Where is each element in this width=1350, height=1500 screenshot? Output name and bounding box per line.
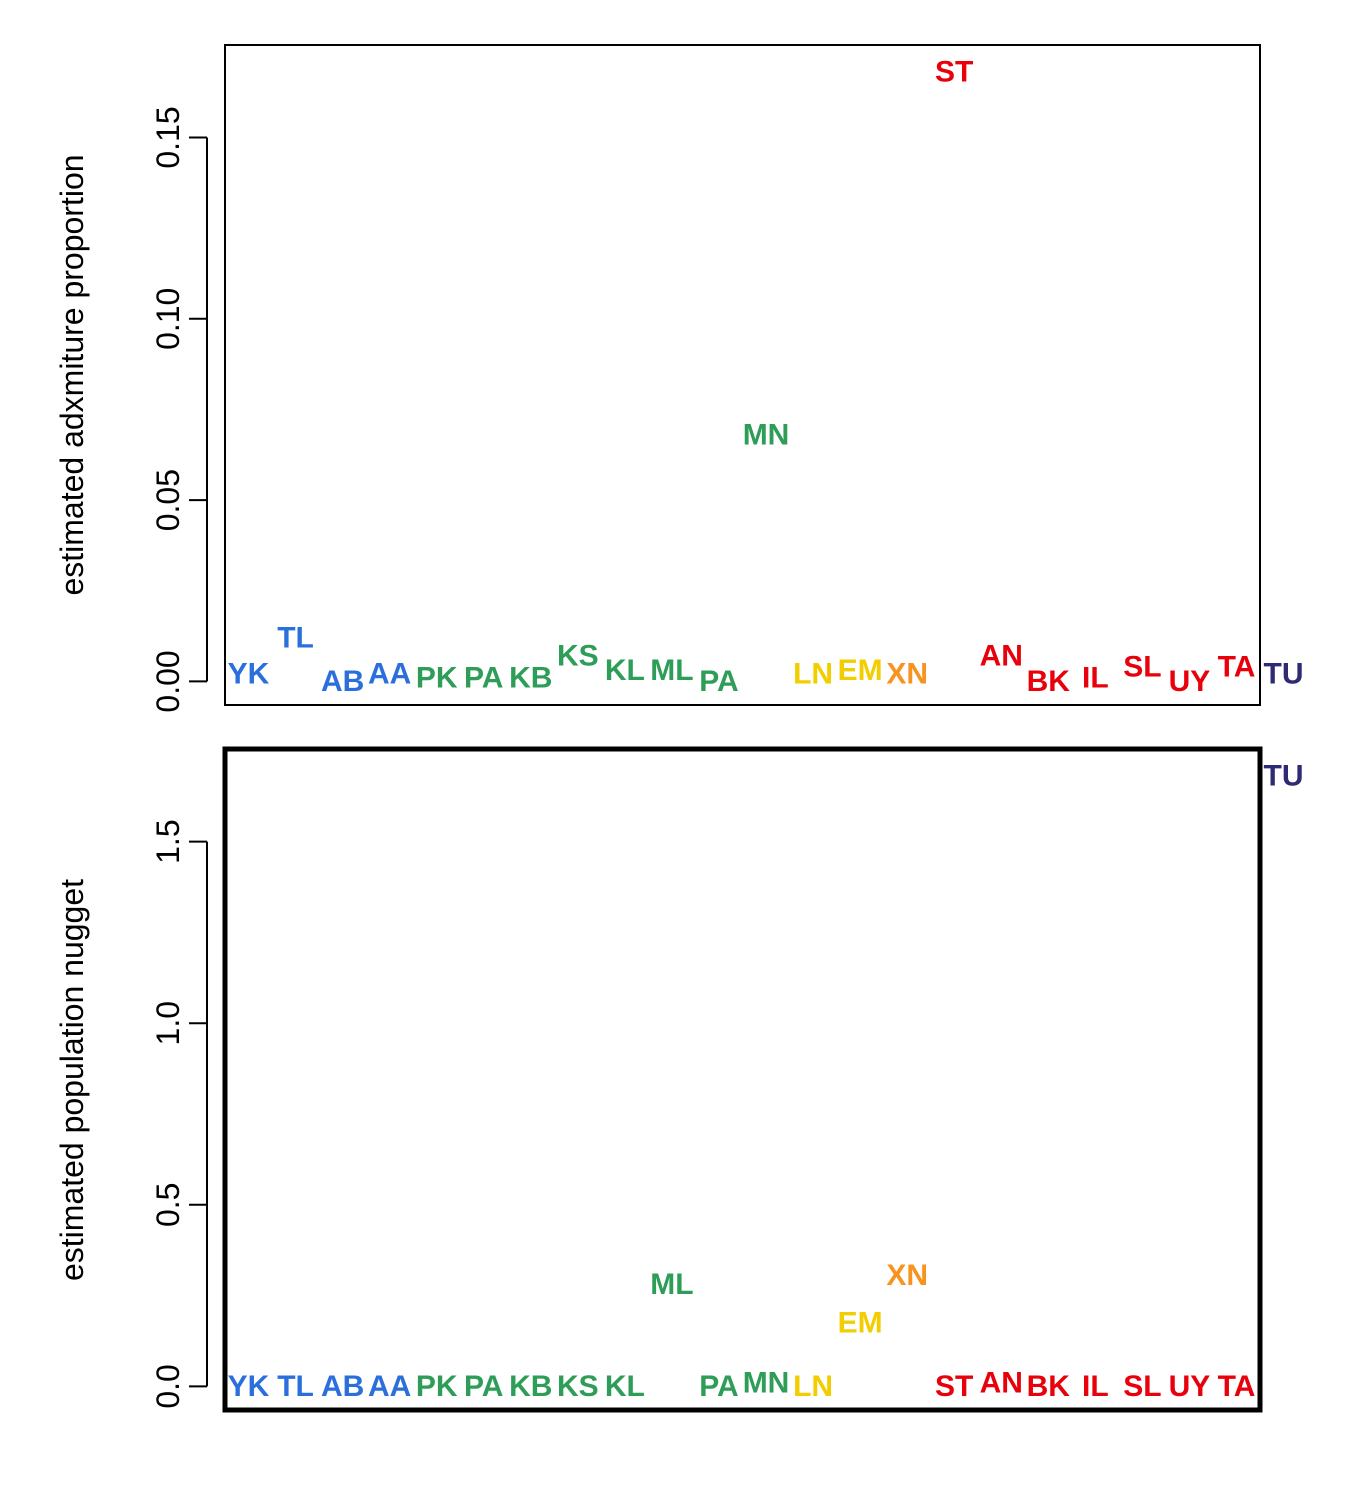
point-label-kl: KL — [605, 1370, 645, 1403]
y-tick-label: 1.5 — [150, 819, 186, 863]
y-axis-label: estimated population nugget — [54, 879, 90, 1281]
y-tick-label: 0.00 — [150, 650, 186, 712]
y-tick-label: 0.0 — [150, 1364, 186, 1408]
point-label-ab: AB — [321, 665, 364, 698]
point-label-tu: TU — [1264, 760, 1304, 793]
point-label-il: IL — [1082, 1370, 1109, 1403]
point-label-ln: LN — [793, 1370, 833, 1403]
plot-frame — [222, 746, 1263, 1413]
point-label-ks: KS — [557, 640, 599, 673]
point-label-yk: YK — [228, 1370, 270, 1403]
point-label-uy: UY — [1169, 665, 1211, 698]
point-label-ta: TA — [1218, 650, 1256, 683]
point-label-pa: PA — [464, 661, 503, 694]
point-label-ab: AB — [321, 1370, 364, 1403]
point-label-em: EM — [838, 1306, 883, 1339]
point-label-bk: BK — [1027, 1370, 1071, 1403]
point-label-st: ST — [935, 56, 973, 89]
point-label-il: IL — [1082, 661, 1109, 694]
point-label-xn: XN — [886, 658, 928, 691]
point-label-tl: TL — [277, 1370, 314, 1403]
y-tick-label: 0.15 — [150, 106, 186, 168]
point-label-ln: LN — [793, 658, 833, 691]
point-label-bk: BK — [1027, 665, 1071, 698]
panel-nugget: 0.0 0.5 1.0 1.5 estimated population nugget Y… — [54, 746, 1304, 1413]
y-tick-label: 0.5 — [150, 1183, 186, 1227]
y-tick-label: 1.0 — [150, 1001, 186, 1045]
point-label-sl: SL — [1123, 650, 1161, 683]
y-tick-label: 0.05 — [150, 469, 186, 531]
point-label-tl: TL — [277, 621, 314, 654]
point-label-an: AN — [980, 1366, 1023, 1399]
point-label-pa: PA — [699, 665, 738, 698]
point-label-aa: AA — [368, 658, 411, 691]
point-label-mn: MN — [743, 1366, 790, 1399]
point-label-pa: PA — [699, 1370, 738, 1403]
point-label-aa: AA — [368, 1370, 411, 1403]
point-label-mn: MN — [743, 418, 790, 451]
y-tick-label: 0.10 — [150, 288, 186, 350]
point-label-em: EM — [838, 654, 883, 687]
point-label-sl: SL — [1123, 1370, 1161, 1403]
point-label-kb: KB — [509, 661, 552, 694]
point-label-kl: KL — [605, 654, 645, 687]
point-label-st: ST — [935, 1370, 973, 1403]
point-label-xn: XN — [886, 1259, 928, 1292]
y-axis-label: estimated adxmiture proportion — [54, 154, 90, 595]
point-label-pa: PA — [464, 1370, 503, 1403]
point-label-ta: TA — [1218, 1370, 1256, 1403]
point-label-yk: YK — [228, 658, 270, 691]
point-label-ks: KS — [557, 1370, 599, 1403]
point-label-uy: UY — [1169, 1370, 1211, 1403]
point-label-tu: TU — [1264, 658, 1304, 691]
point-label-ml: ML — [650, 1268, 693, 1301]
point-label-an: AN — [980, 640, 1023, 673]
point-label-ml: ML — [650, 654, 693, 687]
point-label-pk: PK — [416, 1370, 458, 1403]
point-label-kb: KB — [509, 1370, 552, 1403]
panel-admixture: 0.00 0.05 0.10 0.15 estimated adxmiture prop… — [54, 44, 1304, 713]
point-label-pk: PK — [416, 661, 458, 694]
plot-frame — [224, 44, 1261, 706]
